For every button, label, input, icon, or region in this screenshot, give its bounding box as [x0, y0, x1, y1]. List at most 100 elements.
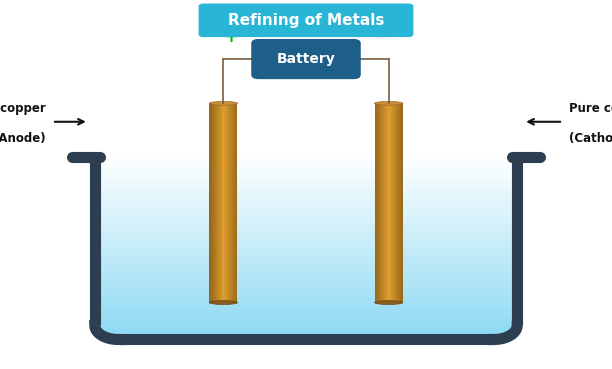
Polygon shape [98, 172, 514, 175]
Polygon shape [400, 103, 401, 303]
Polygon shape [98, 297, 514, 300]
Polygon shape [394, 103, 395, 303]
Polygon shape [98, 315, 514, 318]
Polygon shape [387, 103, 389, 303]
Polygon shape [98, 221, 514, 224]
Polygon shape [385, 103, 386, 303]
Polygon shape [98, 254, 514, 257]
Polygon shape [217, 103, 218, 303]
Polygon shape [396, 103, 397, 303]
Polygon shape [98, 300, 514, 303]
Polygon shape [98, 324, 514, 327]
Polygon shape [98, 181, 514, 184]
Polygon shape [230, 103, 231, 303]
Polygon shape [98, 251, 514, 254]
Text: +: + [223, 28, 239, 46]
Polygon shape [98, 263, 514, 266]
Polygon shape [98, 169, 514, 172]
Polygon shape [98, 239, 514, 242]
Text: (Anode): (Anode) [0, 132, 46, 145]
Polygon shape [376, 103, 378, 303]
Polygon shape [223, 103, 225, 303]
Polygon shape [98, 312, 514, 315]
Text: (Cathode): (Cathode) [569, 132, 612, 145]
Polygon shape [98, 272, 514, 276]
Polygon shape [381, 103, 382, 303]
Polygon shape [98, 288, 514, 291]
Polygon shape [98, 294, 514, 297]
Polygon shape [98, 199, 514, 203]
Polygon shape [228, 103, 229, 303]
Polygon shape [98, 330, 514, 334]
Polygon shape [220, 103, 222, 303]
Polygon shape [98, 242, 514, 245]
Polygon shape [397, 103, 398, 303]
Text: −: − [373, 28, 389, 46]
Text: Refining of Metals: Refining of Metals [228, 13, 384, 28]
Polygon shape [98, 218, 514, 221]
Polygon shape [392, 103, 394, 303]
Polygon shape [98, 306, 514, 309]
Polygon shape [98, 309, 514, 312]
Polygon shape [212, 103, 213, 303]
Polygon shape [98, 230, 514, 233]
Polygon shape [98, 327, 514, 330]
Polygon shape [98, 261, 514, 263]
Ellipse shape [209, 301, 237, 304]
Polygon shape [380, 103, 381, 303]
Polygon shape [395, 103, 396, 303]
Polygon shape [98, 160, 514, 163]
Polygon shape [98, 227, 514, 230]
Ellipse shape [209, 101, 237, 105]
Polygon shape [98, 282, 514, 285]
Polygon shape [401, 103, 403, 303]
Polygon shape [383, 103, 384, 303]
Polygon shape [382, 103, 383, 303]
Polygon shape [98, 276, 514, 279]
Polygon shape [98, 203, 514, 206]
Polygon shape [98, 248, 514, 251]
Polygon shape [98, 236, 514, 239]
Polygon shape [234, 103, 236, 303]
Polygon shape [375, 103, 376, 303]
Polygon shape [98, 279, 514, 282]
Polygon shape [226, 103, 227, 303]
Polygon shape [98, 245, 514, 248]
Ellipse shape [375, 101, 403, 105]
Polygon shape [98, 321, 514, 324]
Polygon shape [98, 178, 514, 181]
Polygon shape [98, 233, 514, 236]
Polygon shape [98, 212, 514, 215]
Polygon shape [98, 257, 514, 261]
FancyBboxPatch shape [198, 4, 414, 37]
Polygon shape [218, 103, 220, 303]
Polygon shape [98, 269, 514, 272]
Polygon shape [98, 193, 514, 196]
Polygon shape [398, 103, 399, 303]
Text: Battery: Battery [277, 52, 335, 66]
Polygon shape [209, 103, 211, 303]
Text: Impure copper: Impure copper [0, 102, 46, 115]
Polygon shape [98, 187, 514, 190]
Polygon shape [378, 103, 379, 303]
Polygon shape [98, 184, 514, 187]
Polygon shape [98, 318, 514, 321]
Polygon shape [98, 175, 514, 178]
Polygon shape [236, 103, 237, 303]
Polygon shape [216, 103, 217, 303]
Polygon shape [386, 103, 387, 303]
Polygon shape [98, 291, 514, 294]
Polygon shape [390, 103, 392, 303]
Polygon shape [98, 163, 514, 166]
FancyBboxPatch shape [252, 39, 360, 79]
Polygon shape [98, 334, 514, 337]
Polygon shape [214, 103, 215, 303]
Polygon shape [215, 103, 216, 303]
Polygon shape [98, 166, 514, 169]
Polygon shape [98, 224, 514, 227]
Polygon shape [232, 103, 233, 303]
Polygon shape [384, 103, 385, 303]
Polygon shape [98, 303, 514, 306]
Polygon shape [98, 157, 514, 160]
Polygon shape [98, 196, 514, 199]
